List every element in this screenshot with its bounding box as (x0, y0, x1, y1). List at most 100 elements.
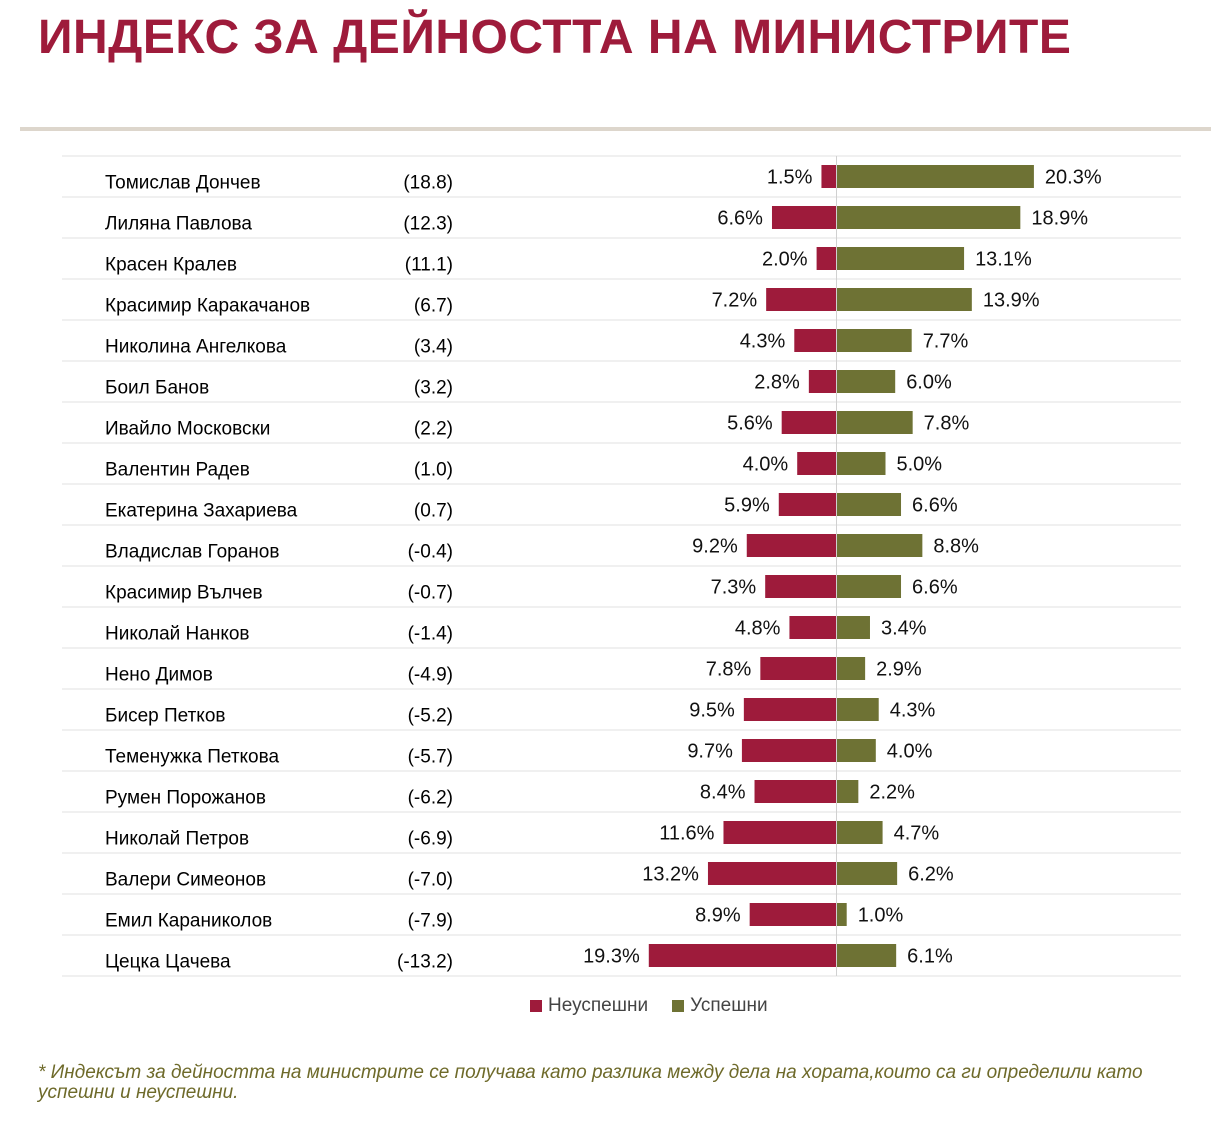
minister-name: Боил Банов (105, 378, 209, 399)
data-label-successful: 6.6% (912, 495, 958, 517)
data-label-unsuccessful: 4.8% (735, 618, 781, 640)
data-label-unsuccessful: 6.6% (717, 208, 763, 230)
bar-unsuccessful (808, 370, 836, 393)
legend-swatch-unsuccessful (530, 1000, 542, 1012)
data-label-unsuccessful: 13.2% (642, 864, 699, 886)
bar-successful (837, 657, 866, 680)
data-label-successful: 6.1% (907, 946, 953, 968)
data-label-unsuccessful: 7.8% (706, 659, 752, 681)
data-label-successful: 8.8% (933, 536, 979, 558)
bar-successful (837, 780, 859, 803)
bar-unsuccessful (821, 165, 836, 188)
bar-successful (837, 821, 883, 844)
bar-successful (837, 903, 847, 926)
index-value: (-1.4) (408, 624, 453, 645)
index-value: (-5.7) (408, 747, 453, 768)
minister-name: Валери Симеонов (105, 870, 266, 891)
page-title: ИНДЕКС ЗА ДЕЙНОСТТА НА МИНИСТРИТЕ (38, 11, 1072, 64)
minister-name: Валентин Радев (105, 460, 250, 481)
bar-unsuccessful (816, 247, 836, 270)
minister-name: Бисер Петков (105, 706, 225, 727)
index-value: (2.2) (414, 419, 453, 440)
index-value: (3.2) (414, 378, 453, 399)
bar-unsuccessful (766, 288, 836, 311)
minister-name: Николай Нанков (105, 624, 250, 645)
data-label-unsuccessful: 2.8% (754, 372, 800, 394)
minister-name: Красен Кралев (105, 255, 237, 276)
data-label-successful: 1.0% (858, 905, 904, 927)
data-label-unsuccessful: 5.6% (727, 413, 773, 435)
index-value: (0.7) (414, 501, 453, 522)
bar-successful (837, 288, 972, 311)
minister-name: Нено Димов (105, 665, 213, 686)
index-value: (-6.9) (408, 829, 453, 850)
bar-successful (837, 534, 923, 557)
bar-successful (837, 616, 870, 639)
index-value: (-13.2) (397, 952, 453, 973)
bar-successful (837, 575, 902, 598)
bar-unsuccessful (707, 862, 836, 885)
minister-name: Николина Ангелкова (105, 337, 287, 358)
data-label-unsuccessful: 9.7% (687, 741, 733, 763)
data-label-successful: 4.0% (887, 741, 933, 763)
data-label-unsuccessful: 19.3% (583, 946, 640, 968)
bar-successful (837, 370, 896, 393)
data-label-unsuccessful: 1.5% (767, 167, 813, 189)
bar-successful (837, 493, 902, 516)
data-label-successful: 13.9% (983, 290, 1040, 312)
bar-unsuccessful (746, 534, 836, 557)
bar-successful (837, 739, 876, 762)
data-label-successful: 6.6% (912, 577, 958, 599)
bar-unsuccessful (794, 329, 836, 352)
bar-unsuccessful (743, 698, 836, 721)
bar-unsuccessful (754, 780, 836, 803)
data-label-unsuccessful: 7.3% (711, 577, 757, 599)
minister-name: Владислав Горанов (105, 542, 279, 563)
bar-successful (837, 452, 886, 475)
bar-successful (837, 411, 913, 434)
data-label-unsuccessful: 8.4% (700, 782, 746, 804)
bar-successful (837, 944, 897, 967)
index-value: (1.0) (414, 460, 453, 481)
bar-successful (837, 165, 1034, 188)
data-label-successful: 2.2% (869, 782, 915, 804)
bar-unsuccessful (778, 493, 836, 516)
legend-label-successful: Успешни (690, 995, 768, 1016)
index-value: (11.1) (405, 255, 453, 276)
minister-name: Лиляна Павлова (105, 214, 252, 235)
minister-index-chart: Томислав Дончев (18.8) 1.5% 20.3% Лиляна Пав… (62, 155, 1181, 977)
bar-unsuccessful (789, 616, 836, 639)
legend-item-successful: Успешни (672, 995, 768, 1017)
bar-unsuccessful (765, 575, 836, 598)
minister-name: Цецка Цачева (105, 952, 231, 973)
bar-successful (837, 698, 879, 721)
index-value: (-0.7) (408, 583, 453, 604)
data-label-unsuccessful: 2.0% (762, 249, 808, 271)
index-value: (12.3) (403, 214, 453, 235)
bar-unsuccessful (781, 411, 836, 434)
data-label-unsuccessful: 4.0% (743, 454, 789, 476)
data-label-successful: 7.7% (923, 331, 969, 353)
bar-successful (837, 247, 965, 270)
bar-successful (837, 329, 912, 352)
bar-unsuccessful (723, 821, 836, 844)
data-label-successful: 5.0% (897, 454, 943, 476)
data-label-successful: 20.3% (1045, 167, 1102, 189)
chart-legend: Неуспешни Успешни (530, 995, 768, 1017)
minister-name: Ивайло Московски (105, 419, 270, 440)
index-value: (-7.9) (408, 911, 453, 932)
data-label-unsuccessful: 8.9% (695, 905, 741, 927)
index-value: (-7.0) (408, 870, 453, 891)
data-label-unsuccessful: 9.5% (689, 700, 735, 722)
legend-label-unsuccessful: Неуспешни (548, 995, 649, 1016)
legend-swatch-successful (672, 1000, 685, 1012)
data-label-successful: 4.7% (894, 823, 940, 845)
minister-name: Красимир Каракачанов (105, 296, 310, 317)
bar-unsuccessful (771, 206, 836, 229)
data-label-successful: 7.8% (924, 413, 970, 435)
data-label-unsuccessful: 9.2% (692, 536, 738, 558)
data-label-successful: 4.3% (890, 700, 936, 722)
data-label-unsuccessful: 4.3% (740, 331, 786, 353)
data-label-unsuccessful: 7.2% (712, 290, 758, 312)
minister-name: Румен Порожанов (105, 788, 266, 809)
